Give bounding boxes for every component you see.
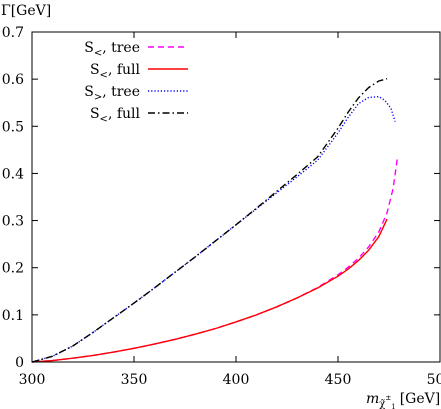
series-line-4 bbox=[31, 78, 388, 363]
x-axis-title: mχ̃±1 [GeV] bbox=[366, 391, 440, 409]
x-tick-label: 450 bbox=[325, 372, 352, 388]
x-tick-label: 400 bbox=[223, 372, 250, 388]
x-axis-title-sup: ± bbox=[385, 394, 391, 402]
y-tick-label: 0 bbox=[15, 355, 24, 371]
series-line-2 bbox=[31, 218, 388, 363]
series-line-1 bbox=[31, 159, 398, 363]
x-tick-label: 500 bbox=[427, 372, 441, 388]
x-tick-label: 350 bbox=[121, 372, 148, 388]
x-tick-label: 300 bbox=[19, 372, 46, 388]
y-axis-title: Γ[GeV] bbox=[1, 3, 51, 19]
y-tick-label: 0.5 bbox=[2, 119, 24, 135]
x-axis-title-main: m bbox=[366, 391, 379, 407]
x-axis-title-subsub: 1 bbox=[391, 403, 395, 409]
legend-label-2: S<, full bbox=[90, 62, 141, 81]
legend-label-4: S<, full bbox=[90, 106, 141, 125]
series-line-3 bbox=[31, 95, 396, 363]
x-axis-title-sub: χ̃ bbox=[379, 399, 385, 409]
legend-label-1: S<, tree bbox=[84, 40, 140, 59]
x-axis-title-unit: [GeV] bbox=[400, 391, 441, 407]
y-tick-label: 0.1 bbox=[2, 308, 24, 324]
y-tick-label: 0.6 bbox=[2, 72, 24, 88]
y-tick-label: 0.4 bbox=[2, 166, 24, 182]
y-tick-label: 0.7 bbox=[2, 25, 24, 41]
y-tick-label: 0.2 bbox=[2, 261, 24, 277]
legend-label-3: S>, tree bbox=[84, 84, 140, 103]
y-tick-label: 0.3 bbox=[2, 214, 24, 230]
